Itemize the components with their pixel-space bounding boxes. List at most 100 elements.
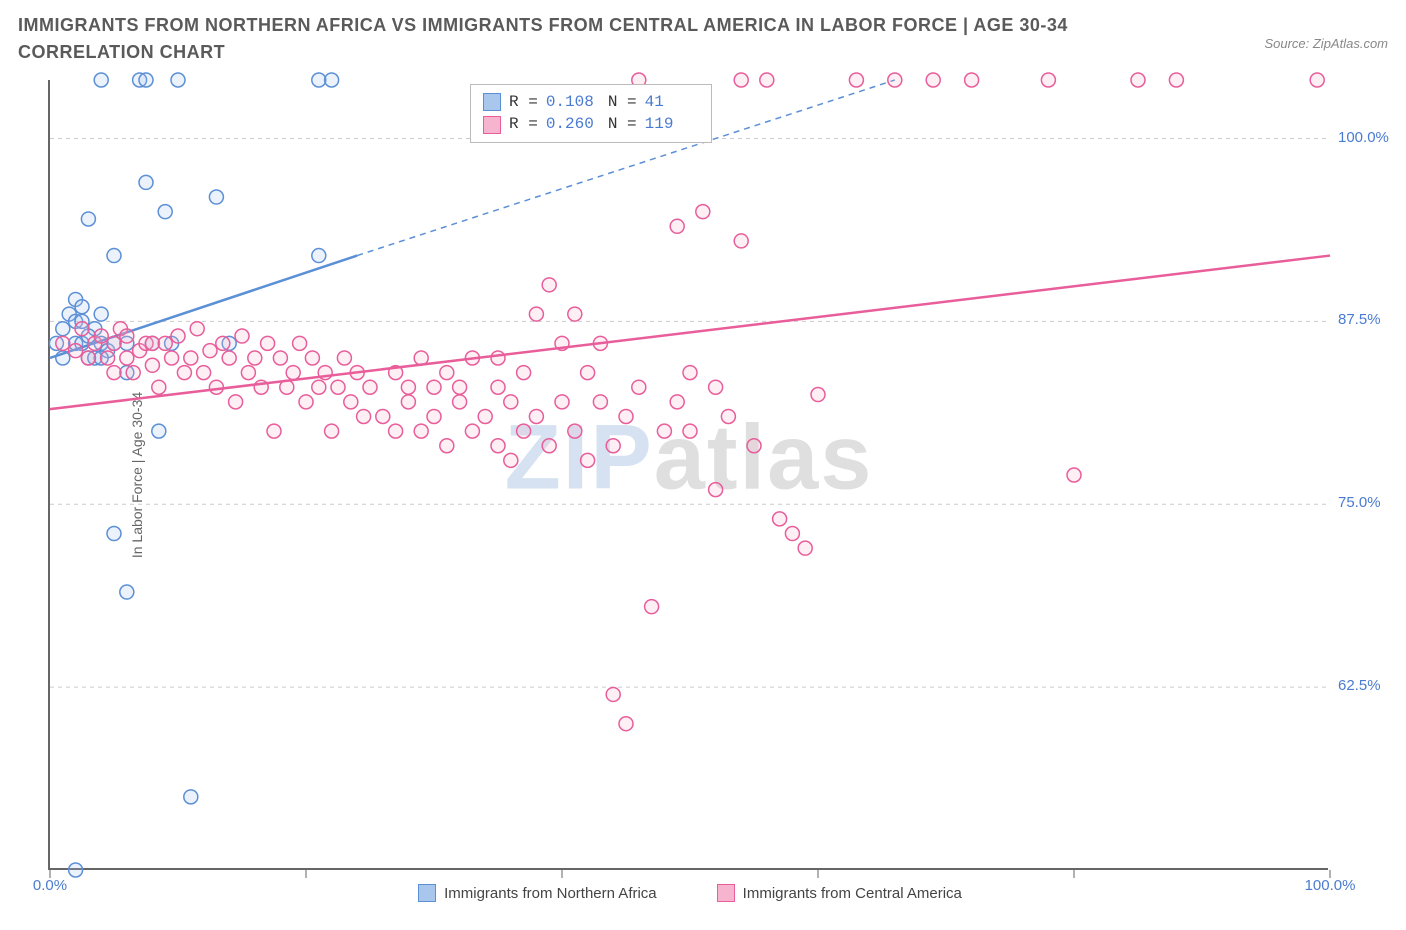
- data-point: [145, 336, 159, 350]
- data-point: [670, 219, 684, 233]
- data-point: [331, 380, 345, 394]
- data-point: [184, 351, 198, 365]
- data-point: [171, 73, 185, 87]
- data-point: [504, 395, 518, 409]
- data-point: [849, 73, 863, 87]
- data-point: [209, 190, 223, 204]
- data-point: [171, 329, 185, 343]
- data-point: [126, 366, 140, 380]
- data-point: [760, 73, 774, 87]
- data-point: [555, 395, 569, 409]
- data-point: [657, 424, 671, 438]
- data-point: [312, 380, 326, 394]
- stat-n-value-a: 41: [645, 91, 699, 113]
- data-point: [337, 351, 351, 365]
- data-point: [414, 424, 428, 438]
- data-point: [811, 388, 825, 402]
- data-point: [517, 366, 531, 380]
- data-point: [101, 351, 115, 365]
- data-point: [357, 409, 371, 423]
- data-point: [94, 329, 108, 343]
- stats-legend-box: R = 0.108 N = 41 R = 0.260 N = 119: [470, 84, 712, 143]
- data-point: [1169, 73, 1183, 87]
- title-bar: IMMIGRANTS FROM NORTHERN AFRICA VS IMMIG…: [0, 0, 1406, 70]
- data-point: [517, 424, 531, 438]
- plot-wrap: In Labor Force | Age 30-34 ZIPatlas R = …: [48, 80, 1388, 870]
- data-point: [235, 329, 249, 343]
- data-point: [158, 205, 172, 219]
- data-point: [165, 351, 179, 365]
- data-point: [286, 366, 300, 380]
- data-point: [203, 344, 217, 358]
- data-point: [293, 336, 307, 350]
- legend-item-b: Immigrants from Central America: [717, 884, 962, 902]
- data-point: [69, 344, 83, 358]
- stat-n-label: N =: [608, 113, 637, 135]
- data-point: [888, 73, 902, 87]
- data-point: [734, 234, 748, 248]
- data-point: [325, 73, 339, 87]
- data-point: [465, 424, 479, 438]
- legend-item-a: Immigrants from Northern Africa: [418, 884, 657, 902]
- stats-row-series-a: R = 0.108 N = 41: [483, 91, 699, 113]
- data-point: [568, 307, 582, 321]
- data-point: [427, 380, 441, 394]
- data-point: [773, 512, 787, 526]
- data-point: [325, 424, 339, 438]
- data-point: [158, 336, 172, 350]
- data-point: [94, 307, 108, 321]
- swatch-series-a: [483, 93, 501, 111]
- data-point: [478, 409, 492, 423]
- data-point: [619, 409, 633, 423]
- data-point: [120, 351, 134, 365]
- data-point: [401, 380, 415, 394]
- data-point: [453, 380, 467, 394]
- data-point: [120, 329, 134, 343]
- chart-title: IMMIGRANTS FROM NORTHERN AFRICA VS IMMIG…: [18, 12, 1168, 66]
- data-point: [721, 409, 735, 423]
- data-point: [709, 483, 723, 497]
- stat-n-label: N =: [608, 91, 637, 113]
- data-point: [491, 351, 505, 365]
- data-point: [581, 453, 595, 467]
- data-point: [798, 541, 812, 555]
- stat-r-label: R =: [509, 113, 538, 135]
- data-point: [190, 322, 204, 336]
- data-point: [184, 790, 198, 804]
- data-point: [785, 527, 799, 541]
- stat-r-value-b: 0.260: [546, 113, 600, 135]
- data-point: [209, 380, 223, 394]
- data-point: [965, 73, 979, 87]
- data-point: [606, 687, 620, 701]
- data-point: [107, 249, 121, 263]
- data-point: [491, 439, 505, 453]
- y-tick-label: 87.5%: [1338, 311, 1398, 328]
- data-point: [81, 212, 95, 226]
- data-point: [94, 73, 108, 87]
- data-point: [645, 600, 659, 614]
- data-point: [241, 366, 255, 380]
- data-point: [453, 395, 467, 409]
- data-point: [107, 527, 121, 541]
- y-tick-label: 100.0%: [1338, 129, 1398, 146]
- data-point: [152, 424, 166, 438]
- data-point: [56, 322, 70, 336]
- data-point: [139, 175, 153, 189]
- stat-r-label: R =: [509, 91, 538, 113]
- data-point: [56, 336, 70, 350]
- data-point: [107, 336, 121, 350]
- data-point: [312, 73, 326, 87]
- data-point: [632, 380, 646, 394]
- data-point: [709, 380, 723, 394]
- data-point: [363, 380, 377, 394]
- data-point: [683, 424, 697, 438]
- data-point: [747, 439, 761, 453]
- data-point: [305, 351, 319, 365]
- stats-row-series-b: R = 0.260 N = 119: [483, 113, 699, 135]
- data-point: [529, 409, 543, 423]
- data-point: [683, 366, 697, 380]
- bottom-legend: Immigrants from Northern Africa Immigran…: [50, 884, 1330, 902]
- data-point: [107, 366, 121, 380]
- data-point: [670, 395, 684, 409]
- data-point: [619, 717, 633, 731]
